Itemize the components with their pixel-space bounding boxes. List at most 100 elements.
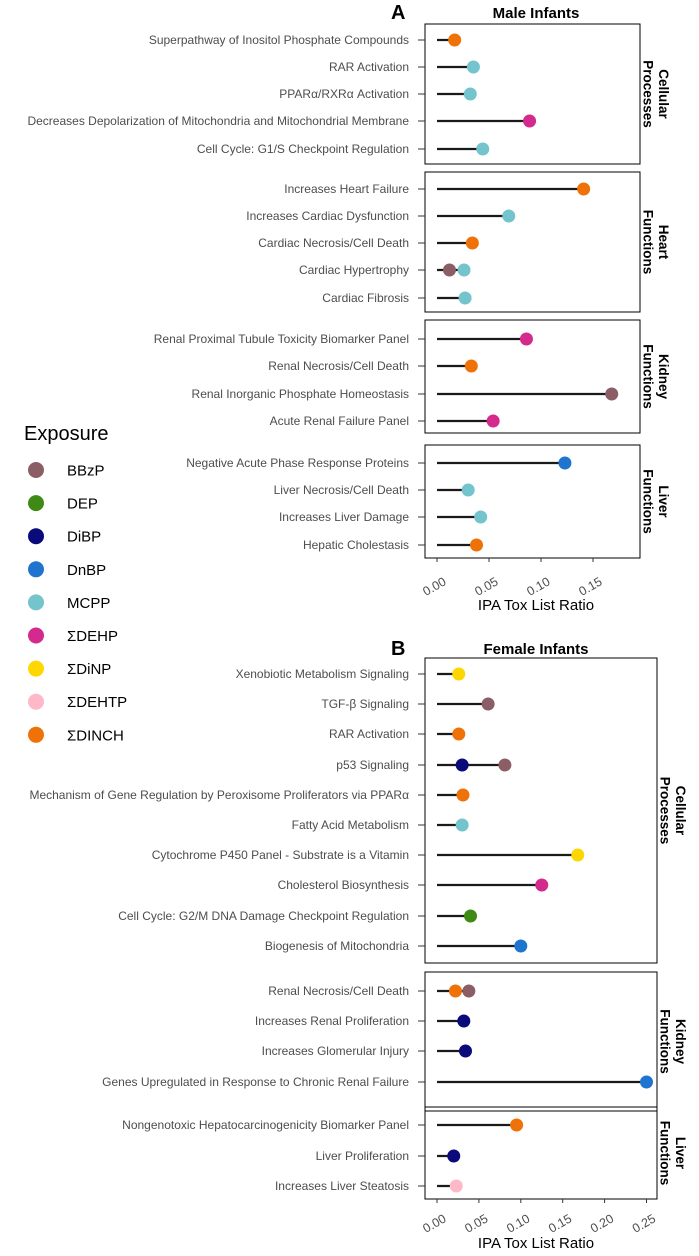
lollipop-point xyxy=(577,182,591,196)
lollipop-point xyxy=(466,60,480,74)
row-label: PPARα/RXRα Activation xyxy=(279,87,409,101)
lollipop-point xyxy=(464,909,478,923)
facet-label: CellularProcesses xyxy=(658,777,689,845)
x-tick-label: 0.25 xyxy=(630,1211,658,1235)
row-label: Hepatic Cholestasis xyxy=(303,538,409,552)
panel-label-b: B xyxy=(391,638,405,660)
row-label: Cardiac Fibrosis xyxy=(322,291,409,305)
legend-swatch xyxy=(28,462,44,478)
lollipop-point xyxy=(571,848,585,862)
row-label: Xenobiotic Metabolism Signaling xyxy=(236,667,409,681)
chart-title-female: Female Infants xyxy=(483,641,588,658)
lollipop-point xyxy=(461,483,475,497)
legend-label: ΣDiNP xyxy=(67,661,111,678)
row-label: Decreases Depolarization of Mitochondria… xyxy=(27,114,409,128)
lollipop-point xyxy=(457,263,471,277)
legend-label: DnBP xyxy=(67,562,106,579)
x-tick-label: 0.15 xyxy=(546,1211,574,1235)
row-label: Renal Proximal Tubule Toxicity Biomarker… xyxy=(154,332,409,346)
legend-swatch xyxy=(28,594,44,611)
facet-label: HeartFunctions xyxy=(641,210,672,275)
facet-panel xyxy=(424,171,641,313)
female-infants-chart: B Female Infants IPA Tox List Ratio Cell… xyxy=(29,638,688,1252)
lollipop-point xyxy=(455,818,469,832)
exposure-legend: Exposure BBzP DEP DiBP DnBP MCPP ΣDEHP ΣDiNP ΣD… xyxy=(24,423,127,744)
legend-swatch xyxy=(28,660,44,677)
lollipop-point xyxy=(481,697,495,711)
lollipop-point xyxy=(605,387,619,401)
lollipop-point xyxy=(455,758,469,772)
facet-panel xyxy=(424,444,641,559)
facet-label-line: Processes xyxy=(658,777,673,845)
x-tick-label: 0.05 xyxy=(462,1211,490,1235)
row-label: Cell Cycle: G2/M DNA Damage Checkpoint R… xyxy=(118,909,409,923)
male-infants-chart: A Male Infants IPA Tox List Ratio Cellul… xyxy=(27,2,671,614)
lollipop-point xyxy=(463,87,477,101)
legend-swatch xyxy=(28,561,44,578)
lollipop-point xyxy=(474,510,488,524)
legend-label: ΣDEHP xyxy=(67,628,118,645)
row-label: RAR Activation xyxy=(329,60,409,74)
row-label: Mechanism of Gene Regulation by Peroxiso… xyxy=(29,788,409,802)
legend-label: DiBP xyxy=(67,529,101,546)
legend-label: BBzP xyxy=(67,463,105,480)
row-label: Superpathway of Inositol Phosphate Compo… xyxy=(149,33,409,47)
row-label: Liver Necrosis/Cell Death xyxy=(274,483,409,497)
lollipop-point xyxy=(519,332,533,346)
x-tick-label: 0.20 xyxy=(588,1211,616,1235)
lollipop-point xyxy=(457,1014,471,1028)
panel-label-a: A xyxy=(391,2,405,24)
chart-title-male: Male Infants xyxy=(493,5,580,22)
facet-label-line: Functions xyxy=(658,1009,673,1074)
row-label: Nongenotoxic Hepatocarcinogenicity Bioma… xyxy=(122,1118,409,1132)
lollipop-point xyxy=(640,1075,653,1089)
row-label: Fatty Acid Metabolism xyxy=(292,818,409,832)
lollipop-point xyxy=(462,984,476,998)
facet-label: LiverFunctions xyxy=(658,1121,689,1186)
lollipop-point xyxy=(514,939,528,953)
facet-label-line: Functions xyxy=(641,344,656,409)
row-label: Negative Acute Phase Response Proteins xyxy=(186,456,409,470)
lollipop-point xyxy=(502,209,516,223)
x-tick-label: 0.10 xyxy=(524,574,552,598)
lollipop-point xyxy=(448,33,462,47)
facet-panel xyxy=(424,971,658,1112)
row-label: Renal Inorganic Phosphate Homeostasis xyxy=(192,387,409,401)
row-label: Increases Liver Damage xyxy=(279,510,409,524)
row-label: Increases Renal Proliferation xyxy=(255,1014,409,1028)
lollipop-point xyxy=(447,1149,461,1163)
row-label: Liver Proliferation xyxy=(316,1149,409,1163)
facet-label-line: Liver xyxy=(656,485,671,518)
facet-panel xyxy=(424,319,641,434)
x-tick-label: 0.00 xyxy=(420,1211,448,1235)
row-label: Increases Heart Failure xyxy=(284,182,409,196)
facet-label-line: Cellular xyxy=(656,69,671,119)
facet-label-line: Kidney xyxy=(673,1019,688,1065)
lollipop-point xyxy=(464,359,478,373)
x-tick-label: 0.15 xyxy=(576,574,604,598)
lollipop-point xyxy=(465,236,479,250)
legend-label: MCPP xyxy=(67,595,110,612)
facet-label-line: Functions xyxy=(641,210,656,275)
lollipop-point xyxy=(476,142,490,156)
row-label: Increases Liver Steatosis xyxy=(275,1179,409,1193)
lollipop-point xyxy=(470,538,484,552)
row-label: Biogenesis of Mitochondria xyxy=(265,939,409,953)
lollipop-point xyxy=(458,1044,472,1058)
facet-label-line: Heart xyxy=(656,225,671,260)
lollipop-point xyxy=(442,263,456,277)
lollipop-point xyxy=(510,1118,524,1132)
facet-label: CellularProcesses xyxy=(641,60,672,128)
lollipop-point xyxy=(452,727,466,741)
facet-panel xyxy=(424,1106,658,1200)
legend-swatch xyxy=(28,528,44,545)
row-label: Acute Renal Failure Panel xyxy=(270,414,409,428)
lollipop-point xyxy=(486,414,500,428)
facet-label-line: Cellular xyxy=(673,786,688,836)
legend-title: Exposure xyxy=(24,423,109,445)
row-label: Renal Necrosis/Cell Death xyxy=(268,984,409,998)
legend-swatch xyxy=(28,726,44,743)
row-label: Cardiac Necrosis/Cell Death xyxy=(258,236,409,250)
lollipop-point xyxy=(448,984,462,998)
